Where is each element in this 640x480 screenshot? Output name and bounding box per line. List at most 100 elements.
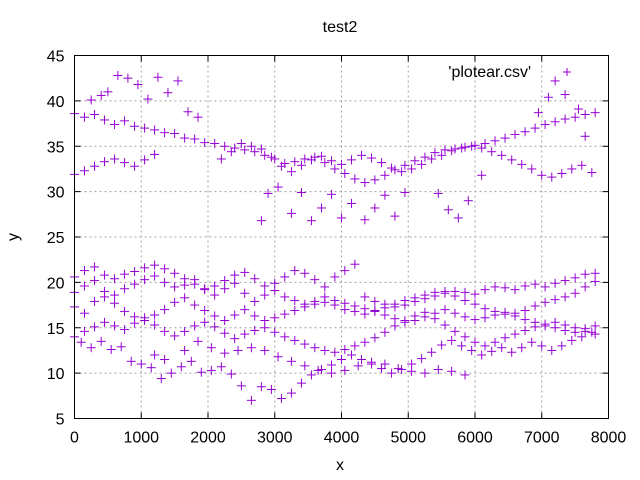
data-point (300, 268, 310, 278)
data-point (433, 364, 443, 374)
data-point (393, 364, 403, 374)
data-point (330, 272, 340, 282)
data-point (160, 128, 170, 138)
data-point (290, 157, 300, 167)
data-point (550, 295, 560, 305)
x-tick-label: 7000 (524, 430, 560, 447)
data-point (550, 117, 560, 127)
data-point (440, 320, 450, 330)
data-point (537, 341, 547, 351)
data-point (173, 76, 183, 86)
data-point (487, 346, 497, 356)
data-point (500, 133, 510, 143)
data-point (196, 367, 206, 377)
data-point (286, 208, 296, 218)
data-point (557, 341, 567, 351)
data-point (296, 188, 306, 198)
data-point (140, 155, 150, 165)
data-point (580, 131, 590, 141)
data-point (120, 269, 130, 279)
data-point (300, 302, 310, 312)
y-axis-label: y (5, 233, 22, 241)
data-point (80, 326, 90, 336)
data-point (176, 362, 186, 372)
legend-marker (563, 68, 571, 76)
data-point (370, 306, 380, 316)
data-point (210, 281, 220, 291)
data-point (487, 147, 497, 157)
data-point (377, 158, 387, 168)
data-point (256, 216, 266, 226)
data-point (340, 365, 350, 375)
data-point (477, 170, 487, 180)
data-point (437, 340, 447, 350)
data-point (186, 356, 196, 366)
data-point (530, 279, 540, 289)
data-point (130, 279, 140, 289)
data-point (330, 347, 340, 357)
data-point (380, 170, 390, 180)
data-point (210, 290, 220, 300)
data-point (370, 175, 380, 185)
data-point (360, 337, 370, 347)
data-point (110, 321, 120, 331)
data-point (76, 337, 86, 347)
data-point (520, 127, 530, 137)
data-point (530, 123, 540, 133)
data-point (310, 343, 320, 353)
data-point (226, 369, 236, 379)
data-point (150, 271, 160, 281)
data-point (560, 292, 570, 302)
data-point (320, 158, 330, 168)
data-point (547, 345, 557, 355)
data-point (90, 296, 100, 306)
data-point (110, 119, 120, 129)
data-point (140, 263, 150, 273)
data-point (347, 155, 357, 165)
data-point (490, 282, 500, 292)
legend-entry-label: 'plotear.csv' (448, 64, 531, 81)
data-point (390, 299, 400, 309)
data-point (290, 335, 300, 345)
data-point (280, 292, 290, 302)
data-point (286, 388, 296, 398)
data-point (397, 167, 407, 177)
data-point (310, 275, 320, 285)
data-point (340, 345, 350, 355)
data-point (320, 345, 330, 355)
data-point (350, 174, 360, 184)
data-point (490, 337, 500, 347)
data-point (150, 125, 160, 135)
data-point (560, 114, 570, 124)
data-point (447, 335, 457, 345)
data-point (427, 347, 437, 357)
x-tick-label: 4000 (324, 430, 360, 447)
data-point (347, 198, 357, 208)
data-point (123, 73, 133, 83)
data-point (170, 297, 180, 307)
x-tick-label: 0 (70, 430, 79, 447)
data-point (150, 149, 160, 159)
data-point (497, 150, 507, 160)
data-point (180, 326, 190, 336)
data-point (326, 368, 336, 378)
data-point (90, 161, 100, 171)
data-point (320, 282, 330, 292)
data-point (233, 345, 243, 355)
data-point (216, 154, 226, 164)
data-point (130, 161, 140, 171)
data-point (460, 312, 470, 322)
data-point (557, 168, 567, 178)
data-point (166, 368, 176, 378)
data-point (577, 332, 587, 342)
data-point (100, 317, 110, 327)
data-point (587, 168, 597, 178)
data-point (377, 364, 387, 374)
x-tick-label: 6000 (457, 430, 493, 447)
data-point (290, 306, 300, 316)
data-point (470, 315, 480, 325)
data-point (163, 88, 173, 98)
data-point (357, 150, 367, 160)
data-point (290, 296, 300, 306)
data-point (560, 90, 570, 100)
